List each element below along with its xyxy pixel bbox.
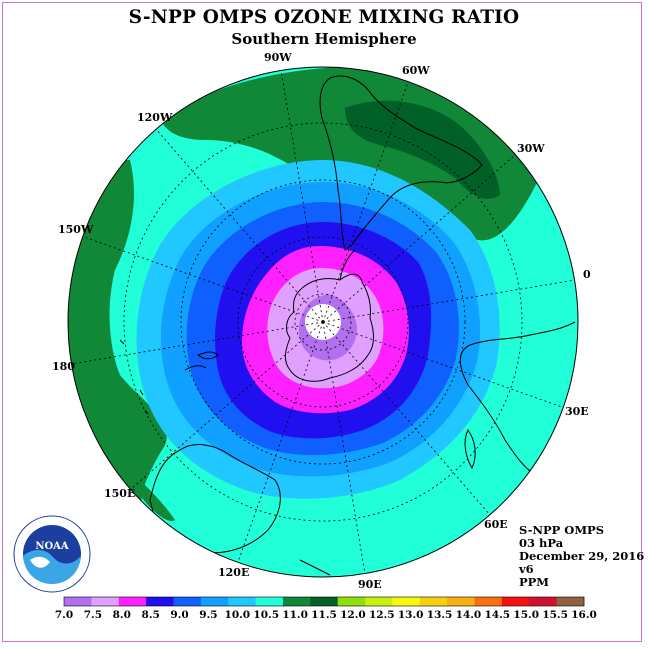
colorbar-swatch <box>474 597 503 606</box>
lon-label-180: 180 <box>52 360 75 373</box>
info-pressure-level: 03 hPa <box>519 536 564 550</box>
figure-frame <box>2 2 642 642</box>
colorbar-swatch <box>118 597 147 606</box>
noaa-logo-text: NOAA <box>35 541 69 552</box>
colorbar-swatch <box>529 597 558 606</box>
chart-title: S-NPP OMPS OZONE MIXING RATIO <box>128 7 520 28</box>
colorbar-tick-label: 12.5 <box>369 609 395 621</box>
colorbar-tick-label: 8.5 <box>142 609 160 621</box>
colorbar-swatch <box>146 597 174 606</box>
colorbar-tick-label: 15.5 <box>542 609 568 621</box>
info-units: PPM <box>519 575 550 589</box>
colorbar-tick-label: 9.0 <box>170 609 188 621</box>
colorbar-tick-label: 10.5 <box>253 609 279 621</box>
info-instrument: S-NPP OMPS <box>519 523 605 537</box>
latitude-circles <box>123 122 523 522</box>
longitude-labels: 90W 60W 120W 30W 150W 0 180 30E 150E 60E… <box>52 51 591 591</box>
globe-outline <box>67 66 579 578</box>
colorbar-tick-label: 14.0 <box>456 609 482 621</box>
lon-label-60e: 60E <box>484 518 508 531</box>
noaa-logo: NOAA <box>13 515 91 593</box>
info-date: December 29, 2016 <box>519 549 645 563</box>
colorbar-swatch <box>282 597 311 606</box>
colorbar-tick-label: 11.0 <box>282 609 308 621</box>
info-version: v6 <box>519 562 534 576</box>
colorbar-swatch <box>337 597 366 606</box>
lon-label-30w: 30W <box>517 142 545 155</box>
colorbar-tick-label: 10.0 <box>225 609 251 621</box>
lon-label-90e: 90E <box>358 578 382 591</box>
meridian-lines <box>70 69 576 575</box>
colorbar-tick-label: 15.0 <box>513 609 539 621</box>
colorbar-swatch <box>556 597 585 606</box>
lon-label-60w: 60W <box>402 64 430 77</box>
colorbar-tick-label: 13.5 <box>427 609 453 621</box>
colorbar-swatch <box>447 597 475 606</box>
lon-label-90w: 90W <box>264 51 292 64</box>
lon-label-150e: 150E <box>104 487 135 500</box>
lon-label-120w: 120W <box>137 111 173 124</box>
colorbar-swatch <box>365 597 393 606</box>
colorbar-swatch <box>173 597 202 606</box>
colorbar-swatch <box>91 597 120 606</box>
polar-map <box>68 67 578 577</box>
colorbar-swatch <box>310 597 339 606</box>
colorbar-tick-label: 7.0 <box>55 609 73 621</box>
colorbar-tick-label: 8.0 <box>113 609 131 621</box>
dataset-info: S-NPP OMPS 03 hPa December 29, 2016 v6 P… <box>519 524 644 589</box>
colorbar-tick-label: 7.5 <box>84 609 102 621</box>
colorbar-swatch <box>392 597 421 606</box>
lon-label-0: 0 <box>583 268 591 281</box>
colorbar-tick-label: 11.5 <box>311 609 337 621</box>
colorbar: 7.0 7.5 8.0 8.5 9.0 9.5 10.0 10.5 11.0 11.5 12.0 12… <box>55 596 597 621</box>
colorbar-swatch <box>419 597 448 606</box>
colorbar-frame <box>63 596 585 607</box>
colorbar-swatch <box>255 597 284 606</box>
colorbar-swatch <box>64 597 92 606</box>
colorbar-tick-label: 9.5 <box>199 609 217 621</box>
ozone-level-11-5-patch <box>140 480 175 521</box>
ozone-level-11-5-north <box>160 67 545 241</box>
lon-label-150w: 150W <box>58 223 94 236</box>
lon-label-120e: 120E <box>218 566 249 579</box>
colorbar-tick-label: 16.0 <box>571 609 597 621</box>
colorbar-swatch <box>200 597 229 606</box>
colorbar-swatch <box>501 597 530 606</box>
colorbar-tick-label: 13.0 <box>398 609 424 621</box>
colorbar-tick-label: 14.5 <box>485 609 511 621</box>
colorbar-swatch <box>228 597 256 606</box>
colorbar-tick-label: 12.0 <box>340 609 366 621</box>
lon-label-30e: 30E <box>565 405 589 418</box>
chart-subtitle: Southern Hemisphere <box>231 30 417 48</box>
